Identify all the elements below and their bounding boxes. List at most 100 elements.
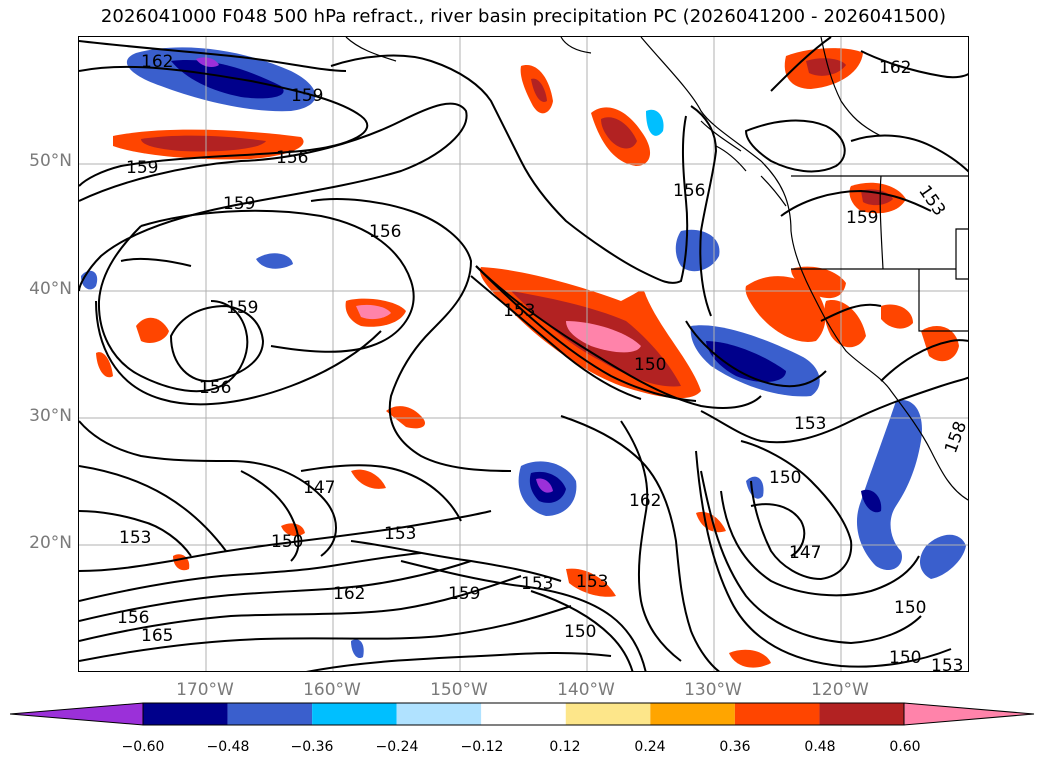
contour-label: 153 [384,524,416,544]
contour-label: 150 [769,468,801,488]
positive-anomaly-area [281,523,305,537]
positive-anomaly-area [173,554,190,571]
contour-label: 156 [117,608,149,628]
negative-anomaly-area [706,341,786,383]
colorbar-tick-label: −0.48 [206,739,250,755]
contour-label: 156 [199,378,231,398]
positive-anomaly-area [696,511,726,533]
lon-label-160w: 160°W [303,680,361,700]
colorbar-tick-label: −0.36 [290,739,334,755]
contour-label: 162 [879,58,911,78]
lon-label-140w: 140°W [557,680,615,700]
colorbar-tick-label: 0.36 [719,739,751,755]
colorbar-extend-max [903,702,1035,726]
contour-label: 162 [333,584,365,604]
colorbar-segment [143,703,228,725]
positive-anomaly-area [729,649,771,668]
contour-label: 156 [369,222,401,242]
contour-label: 153 [914,182,949,220]
colorbar-tick-label: 0.24 [634,739,666,755]
colorbar-segment [312,703,397,725]
coastline [345,37,968,501]
contour-label: 150 [894,598,926,618]
positive-anomaly-area [351,469,386,489]
contour-label: 153 [119,528,151,548]
map-panel[interactable]: 162 159 156 159 159 156 162 156 159 153 … [78,36,969,672]
negative-anomaly-area [256,253,293,269]
positive-anomaly-area [601,117,637,149]
positive-anomaly-area [806,58,846,76]
negative-anomaly-area [536,478,553,493]
lat-label-20n: 20°N [29,533,72,553]
colorbar-extend-min [10,702,144,726]
colorbar [10,702,1035,726]
positive-anomaly-area [531,78,547,102]
colorbar-segment [565,703,651,725]
negative-anomaly-area [856,399,922,571]
colorbar-tick-label: 0.12 [549,739,581,755]
lon-label-150w: 150°W [430,680,488,700]
colorbar-segment [227,703,313,725]
negative-anomaly-area [171,60,284,99]
contour-label: 158 [941,419,969,456]
negative-anomaly-area [919,534,966,579]
colorbar-segment [819,703,904,725]
lon-label-130w: 130°W [684,680,742,700]
colorbar-tick-label: 0.60 [889,739,921,755]
contour-label: 165 [141,626,173,646]
contour-label: 159 [291,86,323,106]
contour-label: 150 [889,648,921,668]
contour-label: 156 [673,181,705,201]
colorbar-segment [396,703,482,725]
page-title: 2026041000 F048 500 hPa refract., river … [100,6,947,27]
contour-label: 150 [634,355,666,375]
positive-anomaly-area [96,352,113,378]
colorbar-tick-label: −0.12 [460,739,504,755]
contour-label: 159 [448,584,480,604]
positive-anomaly-area [881,304,913,329]
contour-label: 162 [141,52,173,72]
lon-label-120w: 120°W [811,680,869,700]
contour-label: 156 [276,148,308,168]
colorbar-tick-label: −0.24 [375,739,419,755]
negative-anomaly-area [746,476,764,499]
contour-label: 153 [521,574,553,594]
contour-label: 159 [126,158,158,178]
graticule [79,37,968,671]
lon-label-170w: 170°W [176,680,234,700]
negative-anomaly-area [675,229,720,272]
contour-label: 159 [226,298,258,318]
positive-anomaly-area [824,300,866,348]
positive-anomaly-area [566,568,616,597]
colorbar-tick-label: −0.60 [121,739,165,755]
positive-anomaly-area [566,321,641,353]
contour-label: 153 [931,656,963,672]
colorbar-segment [481,703,566,725]
positive-anomaly-area [791,266,846,299]
contour-label: 162 [629,491,661,511]
contour-label: 153 [503,301,535,321]
contour-label: 147 [789,543,821,563]
contour-label: 159 [223,194,255,214]
colorbar-tick-label: 0.48 [804,739,836,755]
colorbar-segment [734,703,820,725]
negative-anomaly-area [351,639,364,659]
negative-anomaly-area [196,57,219,67]
contour-label-group: 162 159 156 159 159 156 162 156 159 153 … [117,52,969,672]
contour-label: 150 [271,532,303,552]
positive-anomaly-area [141,135,266,152]
positive-anomaly-area [136,317,169,343]
colorbar-segments [10,702,1035,726]
positive-anomaly-area [386,406,426,429]
contour-label: 159 [846,208,878,228]
contour-label: 153 [794,414,826,434]
positive-anomaly-area [745,276,826,342]
negative-anomaly-area [861,489,882,513]
positive-anomaly-area [356,304,391,320]
contour-label: 147 [303,478,335,498]
colorbar-segment [650,703,735,725]
map-canvas: 162 159 156 159 159 156 162 156 159 153 … [79,37,969,672]
lat-label-30n: 30°N [29,406,72,426]
contour-label: 150 [564,622,596,642]
colorbar-outline [142,702,905,726]
